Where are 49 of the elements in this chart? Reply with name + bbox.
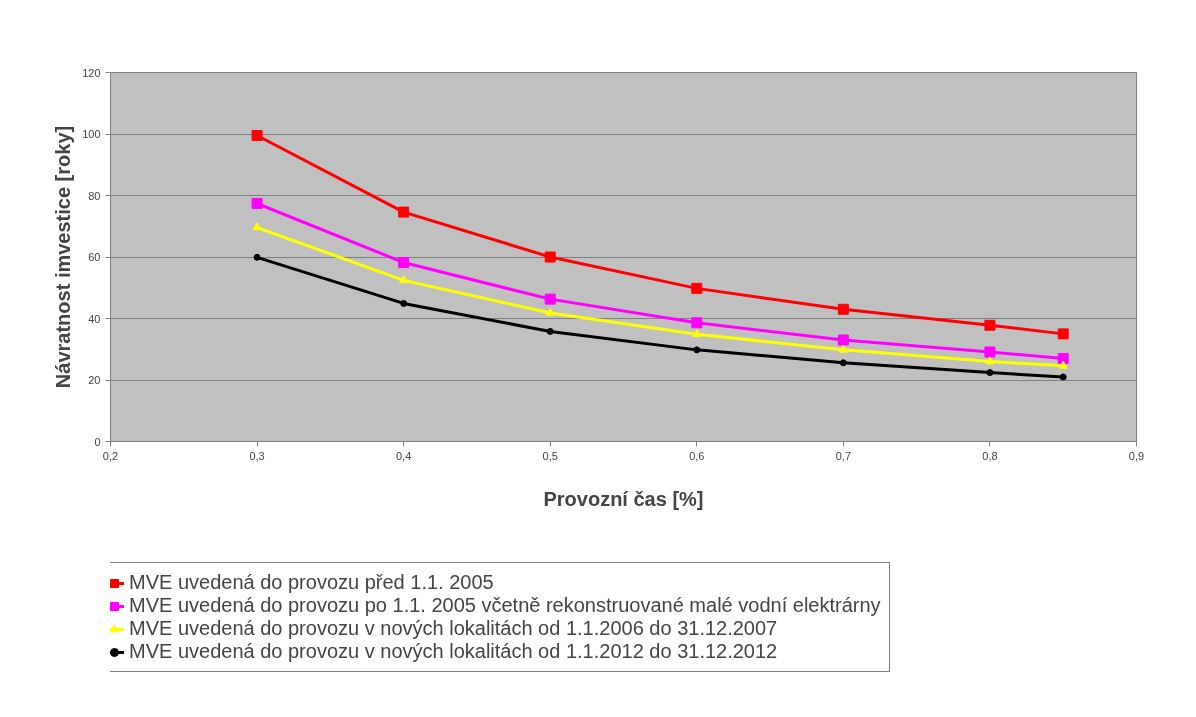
point xyxy=(1058,360,1068,369)
x-tick-label: 0,4 xyxy=(396,449,412,462)
point xyxy=(984,346,996,358)
point xyxy=(398,206,410,218)
point xyxy=(252,222,262,231)
point xyxy=(399,275,409,284)
legend-label: MVE uvedená do provozu v nových lokalitách od 1.1.2012 do 31.12.2012 xyxy=(129,640,778,663)
point xyxy=(838,344,848,353)
point xyxy=(837,303,849,315)
point xyxy=(253,253,261,261)
x-tick-label: 0,3 xyxy=(249,449,265,462)
legend-label: MVE uvedená do provozu po 1.1. 2005 včetně rekonstruované malé vodní elektrárny xyxy=(129,594,881,617)
y-tick-label: 60 xyxy=(88,251,101,263)
point xyxy=(1057,352,1069,364)
point xyxy=(1057,328,1069,340)
legend-label: MVE uvedená do provozu před 1.1. 2005 xyxy=(129,571,494,594)
y-tick-label: 0 xyxy=(94,435,101,448)
x-axis-title: Provozní čas [%] xyxy=(543,487,704,510)
y-tick-label: 100 xyxy=(82,128,101,140)
y-tick-label: 40 xyxy=(88,312,101,325)
legend-label: MVE uvedená do provozu v nových lokalitách od 1.1.2006 do 31.12.2007 xyxy=(129,617,778,640)
x-tick-label: 0,2 xyxy=(102,449,119,462)
y-axis-title: Návratnost imvestice [roky] xyxy=(52,125,75,389)
y-tick-label: 80 xyxy=(88,189,101,202)
point xyxy=(398,257,410,269)
y-tick-label: 120 xyxy=(82,66,101,79)
x-tick-label: 0,8 xyxy=(982,449,998,462)
point xyxy=(251,130,263,142)
point xyxy=(839,359,847,367)
point xyxy=(985,356,995,365)
y-tick-label: 20 xyxy=(88,374,101,386)
point xyxy=(544,293,556,305)
point xyxy=(251,197,263,209)
x-tick-label: 0,7 xyxy=(835,449,852,462)
point xyxy=(984,319,996,331)
point xyxy=(400,299,408,307)
point xyxy=(837,334,849,346)
point xyxy=(544,251,556,263)
point xyxy=(1059,373,1067,381)
point xyxy=(692,329,702,337)
point xyxy=(546,327,554,335)
x-tick-label: 0,9 xyxy=(1128,449,1145,462)
point xyxy=(691,282,703,294)
point xyxy=(691,317,703,329)
point xyxy=(986,369,994,377)
x-tick-label: 0,5 xyxy=(542,449,558,462)
x-tick-label: 0,6 xyxy=(689,449,705,462)
point xyxy=(693,346,701,354)
point xyxy=(545,307,555,316)
